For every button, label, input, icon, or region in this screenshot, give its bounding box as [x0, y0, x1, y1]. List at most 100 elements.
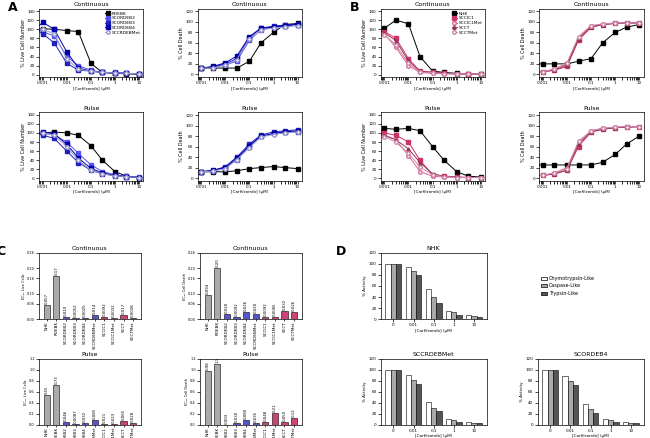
Y-axis label: % Live Cell Number: % Live Cell Number — [21, 19, 26, 67]
Bar — [72, 424, 79, 425]
Bar — [416, 384, 421, 425]
Text: 0.73: 0.73 — [55, 375, 58, 384]
Y-axis label: EC₅₀ Live Cells: EC₅₀ Live Cells — [21, 273, 25, 299]
Bar — [456, 314, 461, 319]
Bar — [446, 419, 451, 425]
Bar — [588, 410, 593, 425]
Bar — [426, 402, 431, 425]
Legend: Chymotrypsin-Like, Caspase-Like, Trypsin-Like: Chymotrypsin-Like, Caspase-Like, Trypsin… — [540, 275, 595, 297]
Bar — [614, 422, 619, 425]
Bar — [385, 264, 391, 319]
Bar — [130, 423, 136, 425]
Text: 0.020: 0.020 — [225, 302, 229, 313]
Bar — [281, 311, 287, 319]
Y-axis label: % Activity: % Activity — [520, 381, 524, 402]
Text: 0.0092: 0.0092 — [102, 302, 107, 316]
Bar — [53, 276, 59, 319]
Bar — [111, 318, 117, 319]
Bar — [628, 423, 634, 425]
Text: C: C — [0, 245, 5, 258]
Bar — [281, 422, 287, 425]
Text: 0.0032: 0.0032 — [112, 304, 116, 317]
Bar — [426, 289, 431, 319]
Bar — [243, 312, 249, 319]
Bar — [406, 267, 411, 319]
X-axis label: [Carfilzomib] (μM): [Carfilzomib] (μM) — [572, 434, 609, 438]
Text: 0.0092: 0.0092 — [235, 302, 239, 316]
Text: 0.020: 0.020 — [254, 302, 257, 313]
Title: Pulse: Pulse — [424, 106, 441, 111]
Y-axis label: % Cell Death: % Cell Death — [179, 27, 184, 59]
Title: Continuous: Continuous — [573, 2, 609, 7]
Text: 0.065: 0.065 — [122, 409, 125, 420]
Text: 0.085: 0.085 — [93, 408, 97, 419]
Bar — [406, 375, 411, 425]
Y-axis label: % Cell Death: % Cell Death — [179, 131, 184, 162]
Bar — [573, 385, 578, 425]
Text: 0.003: 0.003 — [225, 413, 229, 424]
Bar — [391, 264, 396, 319]
Bar — [466, 422, 471, 425]
Bar — [411, 380, 416, 425]
Bar — [120, 315, 127, 319]
Title: Pulse: Pulse — [83, 106, 99, 111]
Text: 0.017: 0.017 — [122, 303, 125, 314]
X-axis label: [Carfilzomib] (μM): [Carfilzomib] (μM) — [231, 190, 268, 194]
Bar — [205, 371, 211, 425]
Bar — [446, 311, 451, 319]
Text: 0.035: 0.035 — [254, 411, 257, 422]
Legend: RDEBK, SCORDEB2, SCORDEB3, SCORDEB4, SCCRDEBMet: RDEBK, SCORDEB2, SCORDEB3, SCORDEB4, SCC… — [105, 11, 141, 35]
Bar — [92, 315, 98, 319]
Y-axis label: % Live Cell Number: % Live Cell Number — [362, 19, 367, 67]
Bar — [82, 318, 88, 319]
Bar — [63, 422, 69, 425]
Text: 0.021: 0.021 — [102, 411, 107, 423]
Bar — [431, 408, 436, 425]
Bar — [451, 312, 456, 319]
Text: 0.048: 0.048 — [263, 410, 267, 421]
Title: Continuous: Continuous — [233, 246, 268, 251]
X-axis label: [Carfilzomib] (μM): [Carfilzomib] (μM) — [415, 328, 452, 332]
Title: Pulse: Pulse — [242, 352, 259, 357]
Text: 0.0052: 0.0052 — [73, 303, 77, 317]
Y-axis label: % Activity: % Activity — [363, 381, 367, 402]
Bar — [608, 420, 614, 425]
Bar — [92, 420, 98, 425]
Title: Pulse: Pulse — [242, 106, 258, 111]
Text: 0.17: 0.17 — [55, 266, 58, 275]
Bar — [391, 370, 396, 425]
Bar — [262, 317, 268, 319]
Bar — [291, 312, 297, 319]
Text: 0.55: 0.55 — [45, 385, 49, 394]
X-axis label: [Carfilzomib] (μM): [Carfilzomib] (μM) — [73, 87, 110, 91]
Text: 0.046: 0.046 — [64, 410, 68, 421]
Bar — [466, 314, 471, 319]
Bar — [253, 423, 259, 425]
Title: Pulse: Pulse — [583, 106, 599, 111]
Text: 0.014: 0.014 — [93, 303, 97, 314]
Bar — [416, 275, 421, 319]
Text: 0.20: 0.20 — [215, 258, 219, 267]
Bar — [101, 317, 107, 319]
Bar — [431, 297, 436, 319]
Bar — [44, 304, 50, 319]
Bar — [272, 413, 278, 425]
Bar — [63, 317, 69, 319]
Bar — [451, 420, 456, 425]
Bar — [233, 423, 240, 425]
Title: Continuous: Continuous — [415, 2, 450, 7]
Bar — [291, 418, 297, 425]
Title: SCCRDEBMet: SCCRDEBMet — [413, 352, 454, 357]
X-axis label: [Carfilzomib] (μM): [Carfilzomib] (μM) — [415, 434, 452, 438]
Bar — [214, 364, 220, 425]
Text: 0.0025: 0.0025 — [83, 304, 87, 318]
Bar — [476, 317, 482, 319]
X-axis label: [Carfilzomib] (μM): [Carfilzomib] (μM) — [573, 87, 610, 91]
Bar — [471, 316, 476, 319]
Text: 0.057: 0.057 — [45, 293, 49, 304]
Bar — [205, 295, 211, 319]
Bar — [582, 404, 588, 425]
Bar — [82, 423, 88, 425]
Title: Continuous: Continuous — [73, 2, 109, 7]
Bar — [567, 381, 573, 425]
